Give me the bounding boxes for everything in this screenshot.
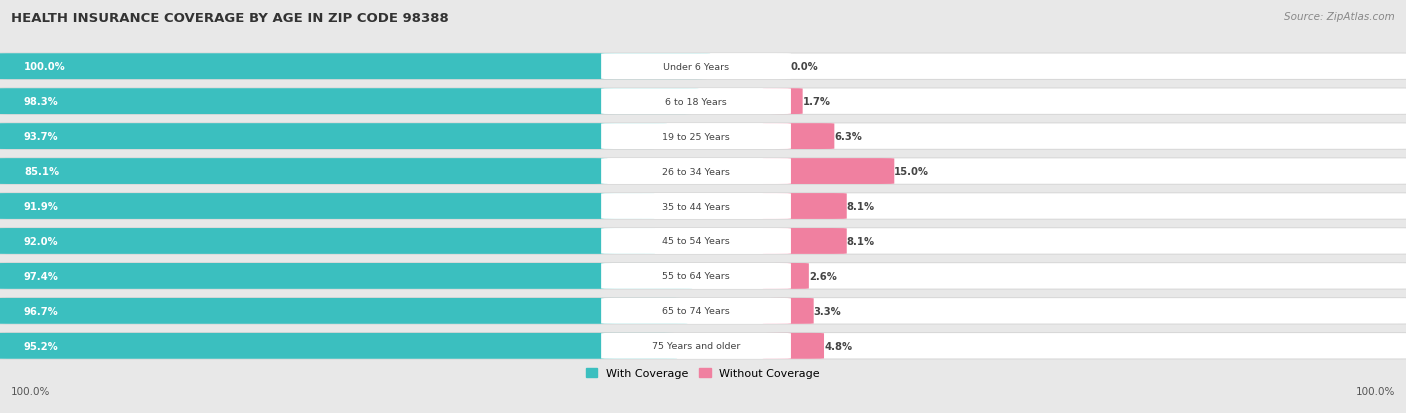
FancyBboxPatch shape [0,159,607,185]
FancyBboxPatch shape [763,263,808,289]
Text: 100.0%: 100.0% [24,62,66,72]
FancyBboxPatch shape [0,124,666,150]
Text: 15.0%: 15.0% [894,166,929,177]
Text: 8.1%: 8.1% [846,202,875,211]
Text: 98.3%: 98.3% [24,97,59,107]
FancyBboxPatch shape [0,89,699,115]
Text: 6.3%: 6.3% [834,132,862,142]
FancyBboxPatch shape [602,333,792,359]
FancyBboxPatch shape [0,263,692,289]
FancyBboxPatch shape [0,333,678,359]
FancyBboxPatch shape [602,54,792,80]
Text: 26 to 34 Years: 26 to 34 Years [662,167,730,176]
Text: HEALTH INSURANCE COVERAGE BY AGE IN ZIP CODE 98388: HEALTH INSURANCE COVERAGE BY AGE IN ZIP … [11,12,449,25]
FancyBboxPatch shape [763,228,846,254]
FancyBboxPatch shape [763,159,894,185]
FancyBboxPatch shape [0,159,1406,185]
FancyBboxPatch shape [602,159,792,185]
Text: 91.9%: 91.9% [24,202,59,211]
Text: 92.0%: 92.0% [24,236,59,247]
FancyBboxPatch shape [0,54,710,80]
Text: 4.8%: 4.8% [824,341,852,351]
FancyBboxPatch shape [602,194,792,219]
Text: 85.1%: 85.1% [24,166,59,177]
Text: 65 to 74 Years: 65 to 74 Years [662,306,730,316]
Text: 6 to 18 Years: 6 to 18 Years [665,97,727,107]
FancyBboxPatch shape [602,124,792,150]
Text: 55 to 64 Years: 55 to 64 Years [662,272,730,281]
Text: 45 to 54 Years: 45 to 54 Years [662,237,730,246]
Text: Under 6 Years: Under 6 Years [664,62,730,71]
Text: 96.7%: 96.7% [24,306,59,316]
Text: 35 to 44 Years: 35 to 44 Years [662,202,730,211]
Text: 95.2%: 95.2% [24,341,59,351]
FancyBboxPatch shape [0,123,1406,150]
FancyBboxPatch shape [0,228,655,254]
FancyBboxPatch shape [0,263,1406,290]
FancyBboxPatch shape [0,228,1406,254]
Text: 1.7%: 1.7% [803,97,831,107]
Text: 19 to 25 Years: 19 to 25 Years [662,132,730,141]
FancyBboxPatch shape [763,194,846,219]
Text: 8.1%: 8.1% [846,236,875,247]
FancyBboxPatch shape [602,89,792,115]
Legend: With Coverage, Without Coverage: With Coverage, Without Coverage [582,364,824,383]
FancyBboxPatch shape [602,298,792,324]
Text: 2.6%: 2.6% [808,271,837,281]
FancyBboxPatch shape [0,298,1406,324]
Text: Source: ZipAtlas.com: Source: ZipAtlas.com [1284,12,1395,22]
Text: 93.7%: 93.7% [24,132,59,142]
Text: 97.4%: 97.4% [24,271,59,281]
FancyBboxPatch shape [0,193,1406,220]
FancyBboxPatch shape [602,228,792,254]
Text: 3.3%: 3.3% [814,306,841,316]
Text: 100.0%: 100.0% [11,387,51,396]
FancyBboxPatch shape [763,298,814,324]
FancyBboxPatch shape [763,124,834,150]
FancyBboxPatch shape [763,89,803,115]
Text: 75 Years and older: 75 Years and older [652,342,740,351]
FancyBboxPatch shape [0,194,654,219]
FancyBboxPatch shape [0,298,688,324]
Text: 100.0%: 100.0% [1355,387,1395,396]
Text: 0.0%: 0.0% [792,62,818,72]
FancyBboxPatch shape [0,333,1406,359]
FancyBboxPatch shape [0,89,1406,115]
FancyBboxPatch shape [0,54,1406,80]
FancyBboxPatch shape [763,333,824,359]
FancyBboxPatch shape [602,263,792,289]
